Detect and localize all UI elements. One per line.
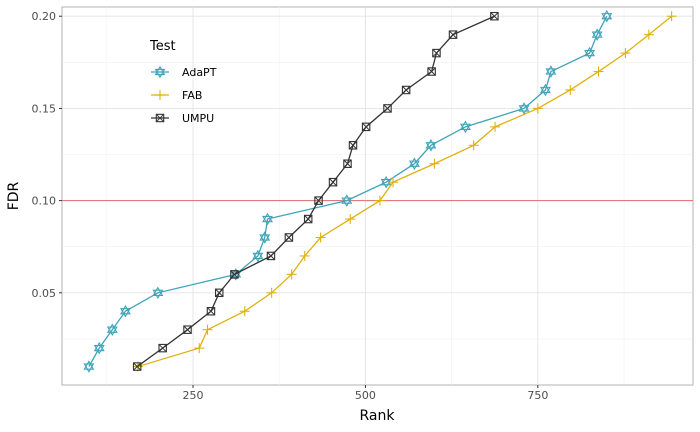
point-umpu (214, 288, 224, 298)
minor-gridlines (62, 7, 693, 385)
point-umpu (206, 306, 216, 316)
point-adapt (380, 175, 392, 189)
point-umpu (158, 343, 167, 353)
legend-label-fab: FAB (182, 89, 202, 102)
series-fab (132, 11, 677, 372)
point-adapt (518, 102, 530, 115)
point-umpu (361, 122, 371, 132)
legend: Test AdaPT FAB UMPU (149, 39, 217, 125)
point-adapt (252, 249, 264, 263)
point-fab (490, 121, 501, 132)
point-adapt (545, 65, 557, 78)
legend-item-umpu: UMPU (151, 112, 214, 125)
y-tick-label: 0.20 (32, 10, 57, 23)
point-umpu (230, 270, 239, 279)
point-adapt (539, 83, 551, 97)
y-tick-label: 0.05 (32, 287, 57, 300)
point-adapt (408, 157, 420, 171)
y-axis-title: FDR (6, 181, 22, 210)
point-umpu (314, 196, 323, 205)
point-fab (643, 29, 654, 40)
point-fab (468, 140, 479, 151)
point-umpu (183, 325, 192, 334)
series-line-umpu (136, 15, 495, 368)
point-adapt (584, 46, 596, 60)
legend-item-adapt: AdaPT (151, 65, 217, 79)
point-fab (532, 103, 543, 114)
point-umpu (427, 67, 436, 76)
point-fab (194, 343, 205, 354)
point-umpu (343, 159, 352, 168)
point-fab (593, 66, 604, 77)
y-tick-label: 0.10 (32, 195, 57, 208)
series-adapt (83, 9, 613, 373)
legend-label-adapt: AdaPT (182, 66, 217, 79)
point-umpu (284, 233, 294, 242)
point-fab (315, 232, 326, 243)
point-fab (620, 48, 631, 59)
x-tick-label: 250 (183, 389, 204, 402)
point-adapt (152, 286, 164, 300)
legend-label-umpu: UMPU (182, 112, 214, 125)
point-fab (666, 11, 677, 22)
point-umpu (328, 177, 338, 187)
series-layer (83, 9, 677, 373)
point-adapt (591, 28, 603, 41)
point-umpu (303, 214, 313, 224)
series-umpu (132, 11, 499, 371)
legend-key-marker-adapt (154, 65, 166, 79)
legend-title: Test (149, 39, 176, 54)
point-umpu (383, 104, 392, 113)
x-axis-ticks: 250 500 750 (183, 385, 548, 402)
point-adapt (425, 138, 437, 152)
point-adapt (259, 231, 271, 244)
legend-item-fab: FAB (151, 89, 202, 102)
point-fab (374, 195, 385, 206)
point-fab (266, 287, 277, 298)
point-fab (239, 306, 250, 317)
x-axis-title: Rank (360, 408, 396, 424)
y-axis-ticks: 0.05 0.10 0.15 0.20 (32, 10, 62, 300)
x-tick-label: 750 (527, 389, 548, 402)
point-fab (388, 177, 399, 188)
point-adapt (262, 212, 273, 226)
series-line-fab (137, 15, 673, 368)
plot-panel (61, 6, 694, 386)
point-adapt (106, 323, 118, 336)
point-umpu (432, 48, 441, 58)
point-fab (565, 84, 576, 95)
point-adapt (601, 9, 613, 23)
point-umpu (448, 30, 458, 39)
point-adapt (459, 120, 471, 134)
legend-key-marker-fab (155, 90, 165, 100)
legend-key-marker-umpu (155, 113, 165, 123)
point-umpu (348, 141, 358, 150)
point-umpu (490, 11, 499, 21)
point-adapt (119, 304, 131, 318)
point-umpu (401, 85, 411, 95)
point-adapt (93, 341, 105, 355)
point-adapt (83, 360, 95, 373)
point-umpu (266, 251, 276, 261)
x-tick-label: 500 (355, 389, 376, 402)
point-fab (299, 250, 310, 261)
point-adapt (341, 194, 353, 207)
point-fab (345, 214, 356, 225)
y-tick-label: 0.15 (32, 102, 57, 115)
point-fab (429, 158, 440, 169)
point-umpu (132, 362, 142, 371)
point-fab (202, 324, 213, 335)
point-fab (286, 269, 297, 280)
